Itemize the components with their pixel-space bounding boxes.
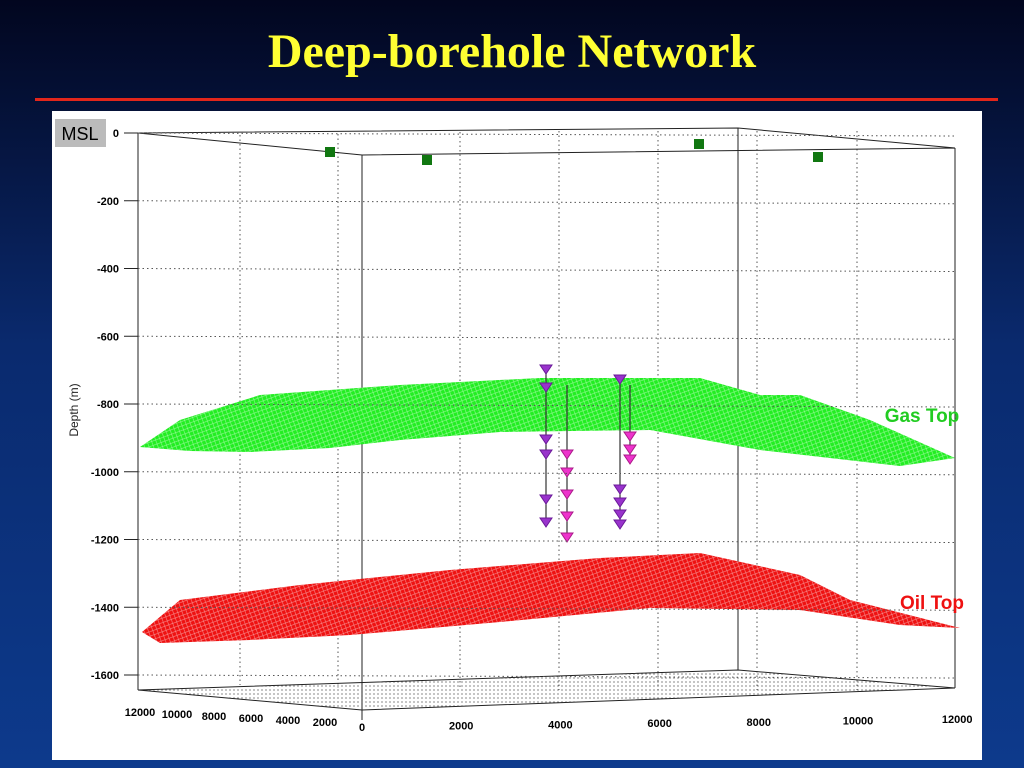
depth-grid [137,674,956,679]
depth-tick-label: -200 [97,196,119,208]
depth-grid [137,132,956,137]
depth-grid [137,403,956,408]
figure: MSL Depth (m) Gas Top Oil Top 0 -200 -400 -… [52,111,982,760]
x-tick-label: 6000 [647,718,671,730]
depth-tick-label: -1400 [91,602,119,614]
base-plane [138,670,955,710]
surface-wells [325,139,823,165]
depth-grid [137,539,956,543]
depth-tick-label: -400 [97,264,119,276]
x-tick-label: 12000 [942,714,973,726]
x-tick-label: 10000 [162,709,193,721]
x-tick-label: 2000 [449,721,473,733]
gas-top-label: Gas Top [885,406,960,427]
x-tick-label: 12000 [125,707,156,719]
x-tick-label: 4000 [276,715,300,727]
x-tick-label: 8000 [747,717,771,729]
y-axis-label: Depth (m) [67,383,81,436]
x-tick-label: 2000 [313,717,337,729]
depth-grid [137,335,956,340]
msl-label: MSL [61,124,98,144]
boreholes [539,364,637,543]
depth-tick-label: -1200 [91,535,119,547]
depth-grid [137,268,956,272]
x-tick-label: 10000 [843,716,874,728]
depth-tick-label: -1600 [91,670,119,682]
x-tick-label: 0 [359,722,365,734]
x-tick-label: 6000 [239,713,263,725]
gas-surface-mesh [140,378,955,466]
depth-grid [137,200,956,205]
oil-top-label: Oil Top [900,593,964,614]
oil-surface-mesh [142,553,960,643]
depth-grid [137,471,956,476]
depth-tick-label: 0 [113,128,119,140]
msl-box [55,119,106,147]
depth-tick-label: -600 [97,331,119,343]
x-tick-label: 8000 [202,711,226,723]
slide-title: Deep-borehole Network [267,25,757,78]
depth-tick-label: -1000 [91,467,119,479]
x-tick-label: 4000 [548,719,572,731]
depth-grid [137,606,956,611]
tick-labels: 0 -200 -400 -600 -800 -1000 -1200 -1400 -1600 120… [91,128,973,734]
depth-tick-label: -800 [97,399,119,411]
title-rule [35,98,998,101]
